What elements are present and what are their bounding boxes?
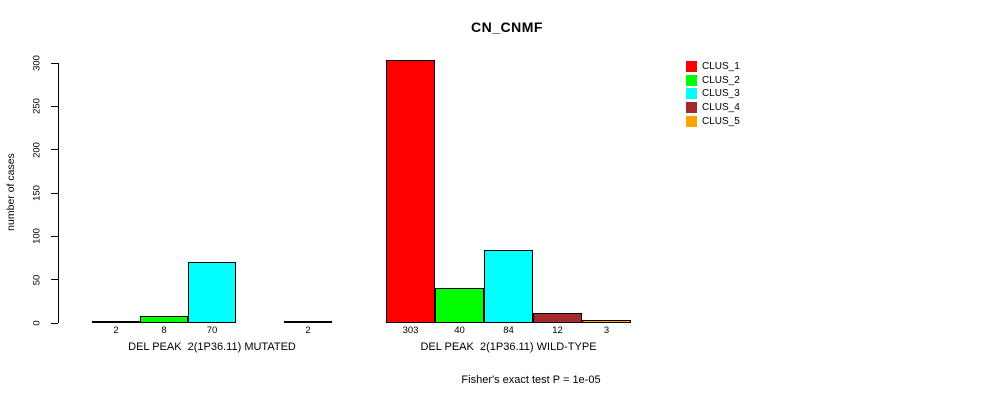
bar-value-label: 303: [402, 325, 419, 336]
bar: [140, 316, 188, 323]
bar: [188, 262, 236, 323]
bar: [484, 250, 533, 323]
y-axis: [58, 63, 59, 323]
y-axis-tick: [51, 192, 58, 194]
legend-row: CLUS_4: [686, 101, 740, 115]
group-label: DEL PEAK 2(1P36.11) WILD-TYPE: [420, 341, 597, 353]
y-axis-tick: [51, 279, 58, 281]
bar-value-label: 12: [552, 325, 563, 336]
legend-color-swatch: [686, 61, 697, 73]
group-label: DEL PEAK 2(1P36.11) MUTATED: [128, 341, 296, 353]
bar-value-label: 70: [206, 325, 218, 336]
y-axis-tick-label: 200: [31, 141, 43, 158]
legend-color-swatch: [686, 74, 697, 86]
y-axis-tick: [51, 235, 58, 237]
bar: [582, 320, 631, 323]
y-axis-tick-label: 100: [31, 228, 43, 245]
chart-title: CN_CNMF: [471, 19, 543, 35]
legend-label: CLUS_1: [702, 61, 740, 73]
y-axis-tick-label: 50: [31, 274, 43, 285]
y-axis-tick: [51, 322, 58, 324]
y-axis-tick-label: 0: [31, 320, 43, 326]
legend-label: CLUS_3: [702, 88, 740, 100]
bar: [533, 313, 582, 323]
y-axis-tick: [51, 149, 58, 151]
legend-color-swatch: [686, 115, 697, 127]
bar-value-label: 2: [305, 325, 311, 336]
bar-value-label: 2: [113, 325, 119, 336]
bar: [284, 321, 332, 323]
legend-label: CLUS_4: [702, 102, 740, 114]
y-axis-tick: [51, 105, 58, 107]
bar: [386, 60, 435, 323]
legend: CLUS_1 CLUS_2 CLUS_3 CLUS_4 CLUS_5: [686, 60, 740, 128]
legend-label: CLUS_2: [702, 74, 740, 86]
legend-color-swatch: [686, 88, 697, 100]
legend-label: CLUS_5: [702, 115, 740, 127]
bar-value-label: 8: [161, 325, 167, 336]
bar: [435, 288, 484, 323]
legend-row: CLUS_2: [686, 74, 740, 88]
bar-value-label: 40: [454, 325, 465, 336]
legend-color-swatch: [686, 102, 697, 114]
bar: [92, 321, 140, 323]
bar-value-label: 84: [503, 325, 514, 336]
fisher-test-note: Fisher's exact test P = 1e-05: [461, 374, 601, 386]
legend-row: CLUS_5: [686, 114, 740, 128]
y-axis-tick: [51, 62, 58, 64]
y-axis-label: number of cases: [5, 153, 17, 231]
legend-row: CLUS_3: [686, 87, 740, 101]
legend-row: CLUS_1: [686, 60, 740, 74]
y-axis-tick-label: 150: [31, 185, 43, 201]
y-axis-tick-label: 300: [31, 55, 43, 71]
y-axis-tick-label: 250: [31, 98, 43, 115]
bar-value-label: 3: [603, 325, 610, 336]
